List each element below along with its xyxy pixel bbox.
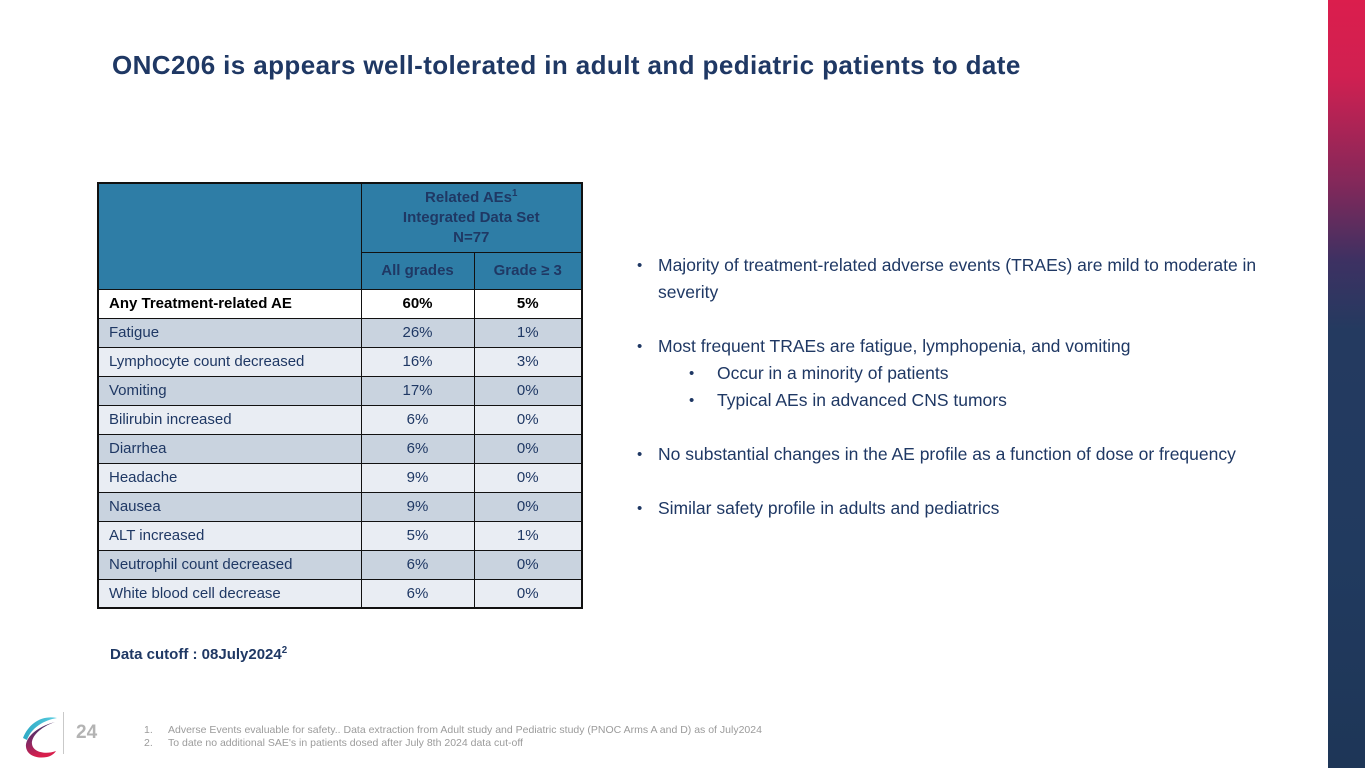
table-row: Nausea 9% 0%: [97, 491, 583, 522]
grade3-cell: 1%: [473, 317, 583, 348]
all-grades-cell: 60%: [360, 288, 475, 319]
bullet-text: No substantial changes in the AE profile…: [658, 444, 1236, 464]
all-grades-cell: 17%: [360, 375, 475, 406]
footnote-ref-1: 1: [512, 187, 518, 199]
bullet-item: • Similar safety profile in adults and pe…: [637, 495, 1309, 522]
ae-label-cell: Fatigue: [97, 317, 362, 348]
all-grades-cell: 16%: [360, 346, 475, 377]
ae-label-cell: White blood cell decrease: [97, 578, 362, 609]
all-grades-cell: 6%: [360, 433, 475, 464]
sub-bullet-item: • Occur in a minority of patients: [689, 360, 1309, 387]
bullet-item: • No substantial changes in the AE profil…: [637, 441, 1309, 468]
bullet-dot: •: [689, 365, 695, 382]
ae-label-cell: ALT increased: [97, 520, 362, 551]
all-grades-cell: 6%: [360, 549, 475, 580]
slide-edge-gradient-bar: [1328, 0, 1365, 768]
ae-label-cell: Diarrhea: [97, 433, 362, 464]
table-row: Diarrhea 6% 0%: [97, 433, 583, 464]
bullet-dot: •: [689, 392, 695, 409]
ae-label-cell: Nausea: [97, 491, 362, 522]
table-row: Neutrophil count decreased 6% 0%: [97, 549, 583, 580]
all-grades-cell: 6%: [360, 404, 475, 435]
footnote-number: 1.: [144, 724, 153, 736]
ae-label-cell: Lymphocyte count decreased: [97, 346, 362, 377]
footnote-text: Adverse Events evaluable for safety.. Da…: [168, 724, 762, 736]
table-row: Lymphocyte count decreased 16% 3%: [97, 346, 583, 377]
table-header-row-merged: Related AEs1 Integrated Data Set N=77: [97, 182, 583, 290]
adverse-events-table-container: Related AEs1 Integrated Data Set N=77 Al…: [97, 182, 584, 609]
grade3-cell: 0%: [473, 578, 583, 609]
ae-label-cell: Bilirubin increased: [97, 404, 362, 435]
column-header-all-grades: All grades: [360, 251, 475, 290]
bullet-text: Typical AEs in advanced CNS tumors: [717, 390, 1007, 410]
key-points-bullet-list: • Majority of treatment-related adverse e…: [637, 252, 1309, 522]
grade3-cell: 5%: [473, 288, 583, 319]
data-cutoff-note: Data cutoff : 08July20242: [110, 646, 287, 663]
all-grades-cell: 9%: [360, 491, 475, 522]
grade3-cell: 0%: [473, 433, 583, 464]
ae-label-cell: Neutrophil count decreased: [97, 549, 362, 580]
company-logo-icon: [23, 717, 57, 758]
all-grades-cell: 26%: [360, 317, 475, 348]
bullet-dot: •: [637, 257, 643, 274]
bullet-dot: •: [637, 446, 643, 463]
all-grades-cell: 9%: [360, 462, 475, 493]
page-number: 24: [76, 722, 98, 743]
grade3-cell: 0%: [473, 375, 583, 406]
table-header-row-columns: All grades Grade ≥ 3: [98, 251, 583, 290]
slide-title: ONC206 is appears well-tolerated in adul…: [112, 50, 1021, 80]
table-corner-cell: [97, 182, 362, 290]
footnote-2: 2. To date no additional SAE's in patien…: [144, 737, 784, 750]
table-row: Headache 9% 0%: [97, 462, 583, 493]
header-line2: Integrated Data Set: [402, 208, 540, 226]
grade3-cell: 1%: [473, 520, 583, 551]
sub-bullet-item: • Typical AEs in advanced CNS tumors: [689, 387, 1309, 414]
bullet-item: • Majority of treatment-related adverse e…: [637, 252, 1309, 306]
footnote-ref-2: 2: [281, 645, 288, 656]
table-row: Any Treatment-related AE 60% 5%: [97, 288, 583, 319]
grade3-cell: 0%: [473, 491, 583, 522]
table-row: Bilirubin increased 6% 0%: [97, 404, 583, 435]
footnote-number: 2.: [144, 737, 153, 749]
bullet-text: Similar safety profile in adults and ped…: [658, 498, 1000, 518]
grade3-cell: 3%: [473, 346, 583, 377]
ae-label-cell: Any Treatment-related AE: [97, 288, 362, 319]
table-row: Vomiting 17% 0%: [97, 375, 583, 406]
data-cutoff-text: Data cutoff : 08July2024: [110, 646, 282, 663]
table-header-related-aes: Related AEs1 Integrated Data Set N=77: [360, 182, 583, 253]
footnote-text: To date no additional SAE's in patients …: [168, 737, 523, 749]
footnote-1: 1. Adverse Events evaluable for safety..…: [144, 724, 784, 737]
bullet-item: • Most frequent TRAEs are fatigue, lympho…: [637, 333, 1309, 360]
table-row: White blood cell decrease 6% 0%: [97, 578, 583, 609]
ae-table-body: Any Treatment-related AE 60% 5% Fatigue 26% 1…: [97, 288, 583, 609]
bullet-text: Most frequent TRAEs are fatigue, lymphop…: [658, 336, 1131, 356]
table-row: Fatigue 26% 1%: [97, 317, 583, 348]
adverse-events-table: Related AEs1 Integrated Data Set N=77 Al…: [97, 182, 584, 609]
header-line1: Related AEs: [425, 188, 513, 206]
bullet-dot: •: [637, 338, 643, 355]
bullet-dot: •: [637, 500, 643, 517]
bullet-text: Occur in a minority of patients: [717, 363, 949, 383]
grade3-cell: 0%: [473, 404, 583, 435]
table-row: ALT increased 5% 1%: [97, 520, 583, 551]
all-grades-cell: 6%: [360, 578, 475, 609]
bullet-text: Majority of treatment-related adverse ev…: [658, 255, 1257, 302]
header-line3: N=77: [453, 228, 490, 246]
ae-label-cell: Vomiting: [97, 375, 362, 406]
footer-divider: [63, 712, 64, 754]
grade3-cell: 0%: [473, 462, 583, 493]
column-header-grade3: Grade ≥ 3: [473, 251, 583, 290]
all-grades-cell: 5%: [360, 520, 475, 551]
ae-label-cell: Headache: [97, 462, 362, 493]
grade3-cell: 0%: [473, 549, 583, 580]
footnotes-block: 1. Adverse Events evaluable for safety..…: [144, 724, 784, 750]
